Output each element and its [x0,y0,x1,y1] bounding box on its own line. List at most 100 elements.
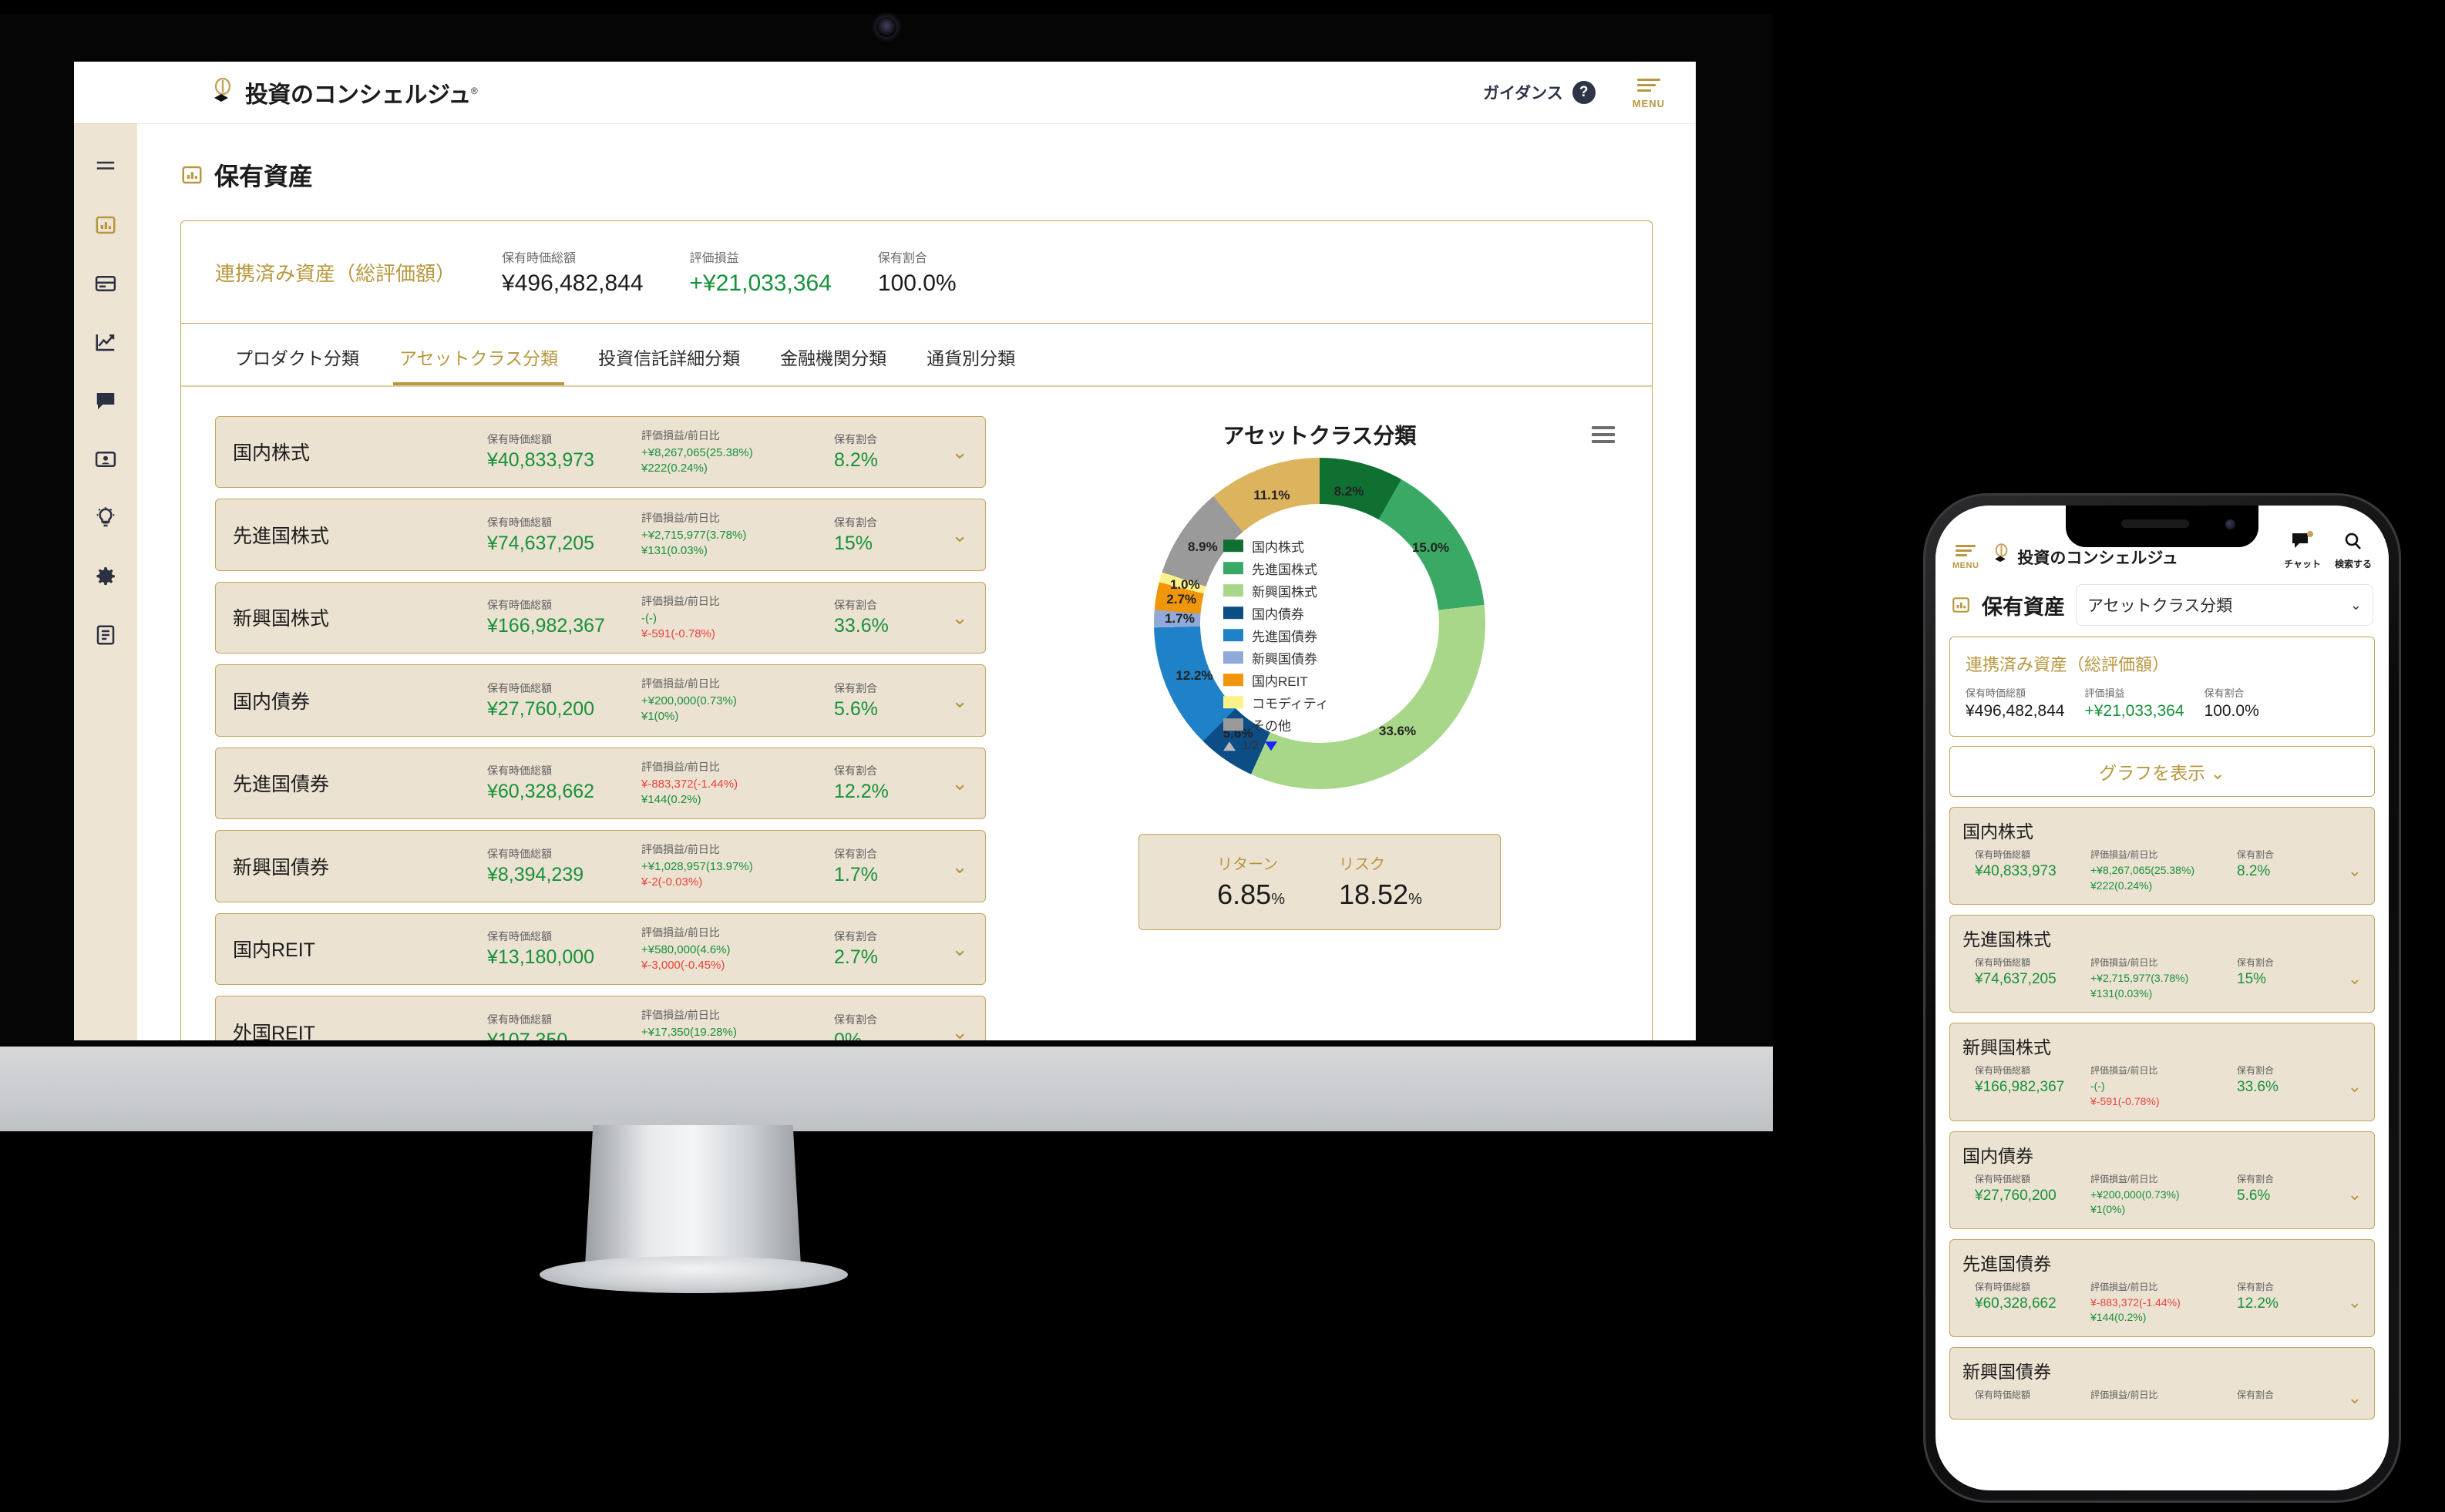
list-item[interactable]: 新興国株式 保有時価総額 ¥166,982,367 評価損益/前日比 -(-) ¥-591… [1949,1023,2375,1121]
guidance-button[interactable]: ガイダンス ? [1483,81,1596,104]
chevron-down-icon[interactable]: ⌄ [2347,1387,2362,1407]
asset-name: 新興国債券 [1962,1361,2051,1382]
asset-amount-cell: 保有時価総額 ¥40,833,973 [487,432,641,472]
legend-item[interactable]: 新興国株式 [1223,581,1416,600]
cell-value-pl: +¥1,028,957(13.97%) [641,860,753,873]
tab-asset-class[interactable]: アセットクラス分類 [379,324,578,385]
table-row[interactable]: 国内株式 保有時価総額 ¥40,833,973 評価損益/前日比 +¥8,267,065… [215,415,986,488]
cell-value-pl: +¥580,000(4.6%) [641,942,731,956]
chevron-down-icon[interactable]: ⌄ [2347,968,2362,988]
legend-swatch [1223,606,1243,620]
chevron-down-icon[interactable]: ⌄ [951,937,968,961]
asset-amount-cell: 保有時価総額 ¥40,833,973 [1975,848,2090,880]
chevron-down-icon: ⌄ [2210,763,2225,783]
list-item[interactable]: 国内債券 保有時価総額 ¥27,760,200 評価損益/前日比 +¥200,000(0… [1949,1131,2375,1229]
cell-label: 保有割合 [2237,957,2275,969]
mobile-search-button[interactable]: 検索する [2335,531,2372,570]
mobile-menu-label: MENU [1952,561,1979,570]
mobile-brand-logo[interactable]: 投資のコンシェルジュ [1993,543,2178,570]
legend-item[interactable]: その他 [1223,715,1416,734]
mobile-show-graph-button[interactable]: グラフを表示 ⌄ [1949,746,2375,797]
phone-notch [2066,506,2258,547]
legend-item[interactable]: 新興国債券 [1223,648,1416,667]
cell-value: ¥74,637,205 [487,532,595,554]
table-row[interactable]: 新興国株式 保有時価総額 ¥166,982,367 評価損益/前日比 -(-) ¥-591… [215,581,986,654]
stat-value: ¥496,482,844 [502,270,644,296]
table-row[interactable]: 先進国債券 保有時価総額 ¥60,328,662 評価損益/前日比 ¥-883,372(… [215,747,986,819]
cell-label: 保有時価総額 [487,764,552,778]
triangle-up-icon[interactable] [1223,741,1236,751]
chevron-down-icon: ⌄ [2349,596,2362,613]
table-row[interactable]: 新興国債券 保有時価総額 ¥8,394,239 評価損益/前日比 +¥1,028,957… [215,830,986,902]
chevron-down-icon[interactable]: ⌄ [951,1020,968,1040]
chevron-down-icon[interactable]: ⌄ [2347,1184,2362,1205]
chevron-down-icon[interactable]: ⌄ [951,522,968,546]
chevron-down-icon[interactable]: ⌄ [2347,1292,2362,1312]
asset-amount-cell: 保有時価総額 [1975,1388,2090,1403]
cell-value-daily: ¥131(0.03%) [2090,986,2153,1000]
list-item[interactable]: 国内株式 保有時価総額 ¥40,833,973 評価損益/前日比 +¥8,267,065… [1949,807,2375,906]
brand-logo[interactable]: 投資のコンシェルジュ® [211,76,478,109]
cell-value: 33.6% [834,615,889,637]
legend-item[interactable]: 先進国株式 [1223,559,1416,578]
table-row[interactable]: 外国REIT 保有時価総額 ¥107,350 評価損益/前日比 +¥17,350(19.… [215,996,986,1040]
chevron-down-icon[interactable]: ⌄ [951,771,968,795]
sidebar-item-profile[interactable] [89,442,123,476]
mobile-chat-button[interactable]: チャット [2284,531,2321,570]
chevron-down-icon[interactable]: ⌄ [951,854,968,878]
mobile-classification-select[interactable]: アセットクラス分類 ⌄ [2076,584,2373,626]
mobile-asset-list: 国内株式 保有時価総額 ¥40,833,973 評価損益/前日比 +¥8,267,065… [1949,807,2375,1420]
legend-label: 先進国債券 [1252,629,1317,644]
legend-item[interactable]: 先進国債券 [1223,626,1416,645]
tab-fund-detail[interactable]: 投資信託詳細分類 [598,348,741,368]
sidebar-item-accounts[interactable] [89,267,123,301]
table-row[interactable]: 国内REIT 保有時価総額 ¥13,180,000 評価損益/前日比 +¥580,000… [215,912,986,985]
sidebar-item-menu[interactable] [89,150,123,183]
sidebar-item-insights[interactable] [89,501,123,535]
stat-label: 評価損益 [2084,687,2125,699]
asset-ratio-cell: 保有割合 2.7% [834,929,934,969]
legend-item[interactable]: 国内REIT [1223,670,1416,690]
hamburger-icon [1956,543,1976,559]
sidebar-item-documents[interactable] [89,618,123,652]
mobile-menu-button[interactable]: MENU [1952,543,1979,570]
sidebar-item-settings[interactable] [89,559,123,593]
cell-value: 2.7% [834,946,878,969]
tab-currency[interactable]: 通貨別分類 [927,348,1016,368]
cell-label: 保有時価総額 [487,847,552,860]
table-row[interactable]: 国内債券 保有時価総額 ¥27,760,200 評価損益/前日比 +¥200,000(0… [215,664,986,737]
slice-label: 8.9% [1187,539,1218,554]
chart-menu-hamburger-icon[interactable] [1592,422,1615,447]
asset-name: 国内REIT [233,939,315,962]
legend-label: 国内株式 [1252,539,1304,555]
guidance-label: ガイダンス [1482,85,1563,102]
tab-product[interactable]: プロダクト分類 [235,348,359,368]
cell-value-pl: +¥17,350(19.28%) [641,1026,737,1039]
list-item[interactable]: 先進国債券 保有時価総額 ¥60,328,662 評価損益/前日比 ¥-883,372(… [1949,1238,2375,1337]
list-item[interactable]: 新興国債券 保有時価総額 評価損益/前日比 保有割合 ⌄ [1949,1346,2375,1420]
bar-chart-icon [1951,595,1971,615]
asset-ratio-cell: 保有割合 8.2% [2237,848,2308,880]
brand-mark-icon [211,77,237,107]
donut-ring[interactable] [1154,457,1485,789]
table-row[interactable]: 先進国株式 保有時価総額 ¥74,637,205 評価損益/前日比 +¥2,715,97… [215,499,986,571]
chevron-down-icon[interactable]: ⌄ [2347,1076,2362,1096]
menu-button[interactable]: MENU [1633,76,1665,109]
brand-mark-icon [1993,543,2013,570]
triangle-down-icon[interactable] [1265,741,1278,751]
sidebar-item-chat[interactable] [89,384,123,418]
sidebar-item-assets[interactable] [89,208,123,242]
chevron-down-icon[interactable]: ⌄ [951,688,968,712]
chevron-down-icon[interactable]: ⌄ [2347,860,2362,880]
cell-value-daily: ¥1(0%) [641,710,679,724]
chat-bubble-icon [2291,531,2314,555]
legend-pager[interactable]: 1/2 [1223,739,1416,753]
chevron-down-icon[interactable]: ⌄ [951,440,968,464]
sidebar-item-performance[interactable] [89,325,123,359]
list-item[interactable]: 先進国株式 保有時価総額 ¥74,637,205 評価損益/前日比 +¥2,715,97… [1949,915,2375,1013]
legend-item[interactable]: 国内株式 [1223,536,1416,556]
chevron-down-icon[interactable]: ⌄ [951,606,968,630]
tab-institution[interactable]: 金融機関分類 [780,348,887,368]
legend-item[interactable]: 国内債券 [1223,603,1416,623]
legend-item[interactable]: コモディティ [1223,693,1416,712]
